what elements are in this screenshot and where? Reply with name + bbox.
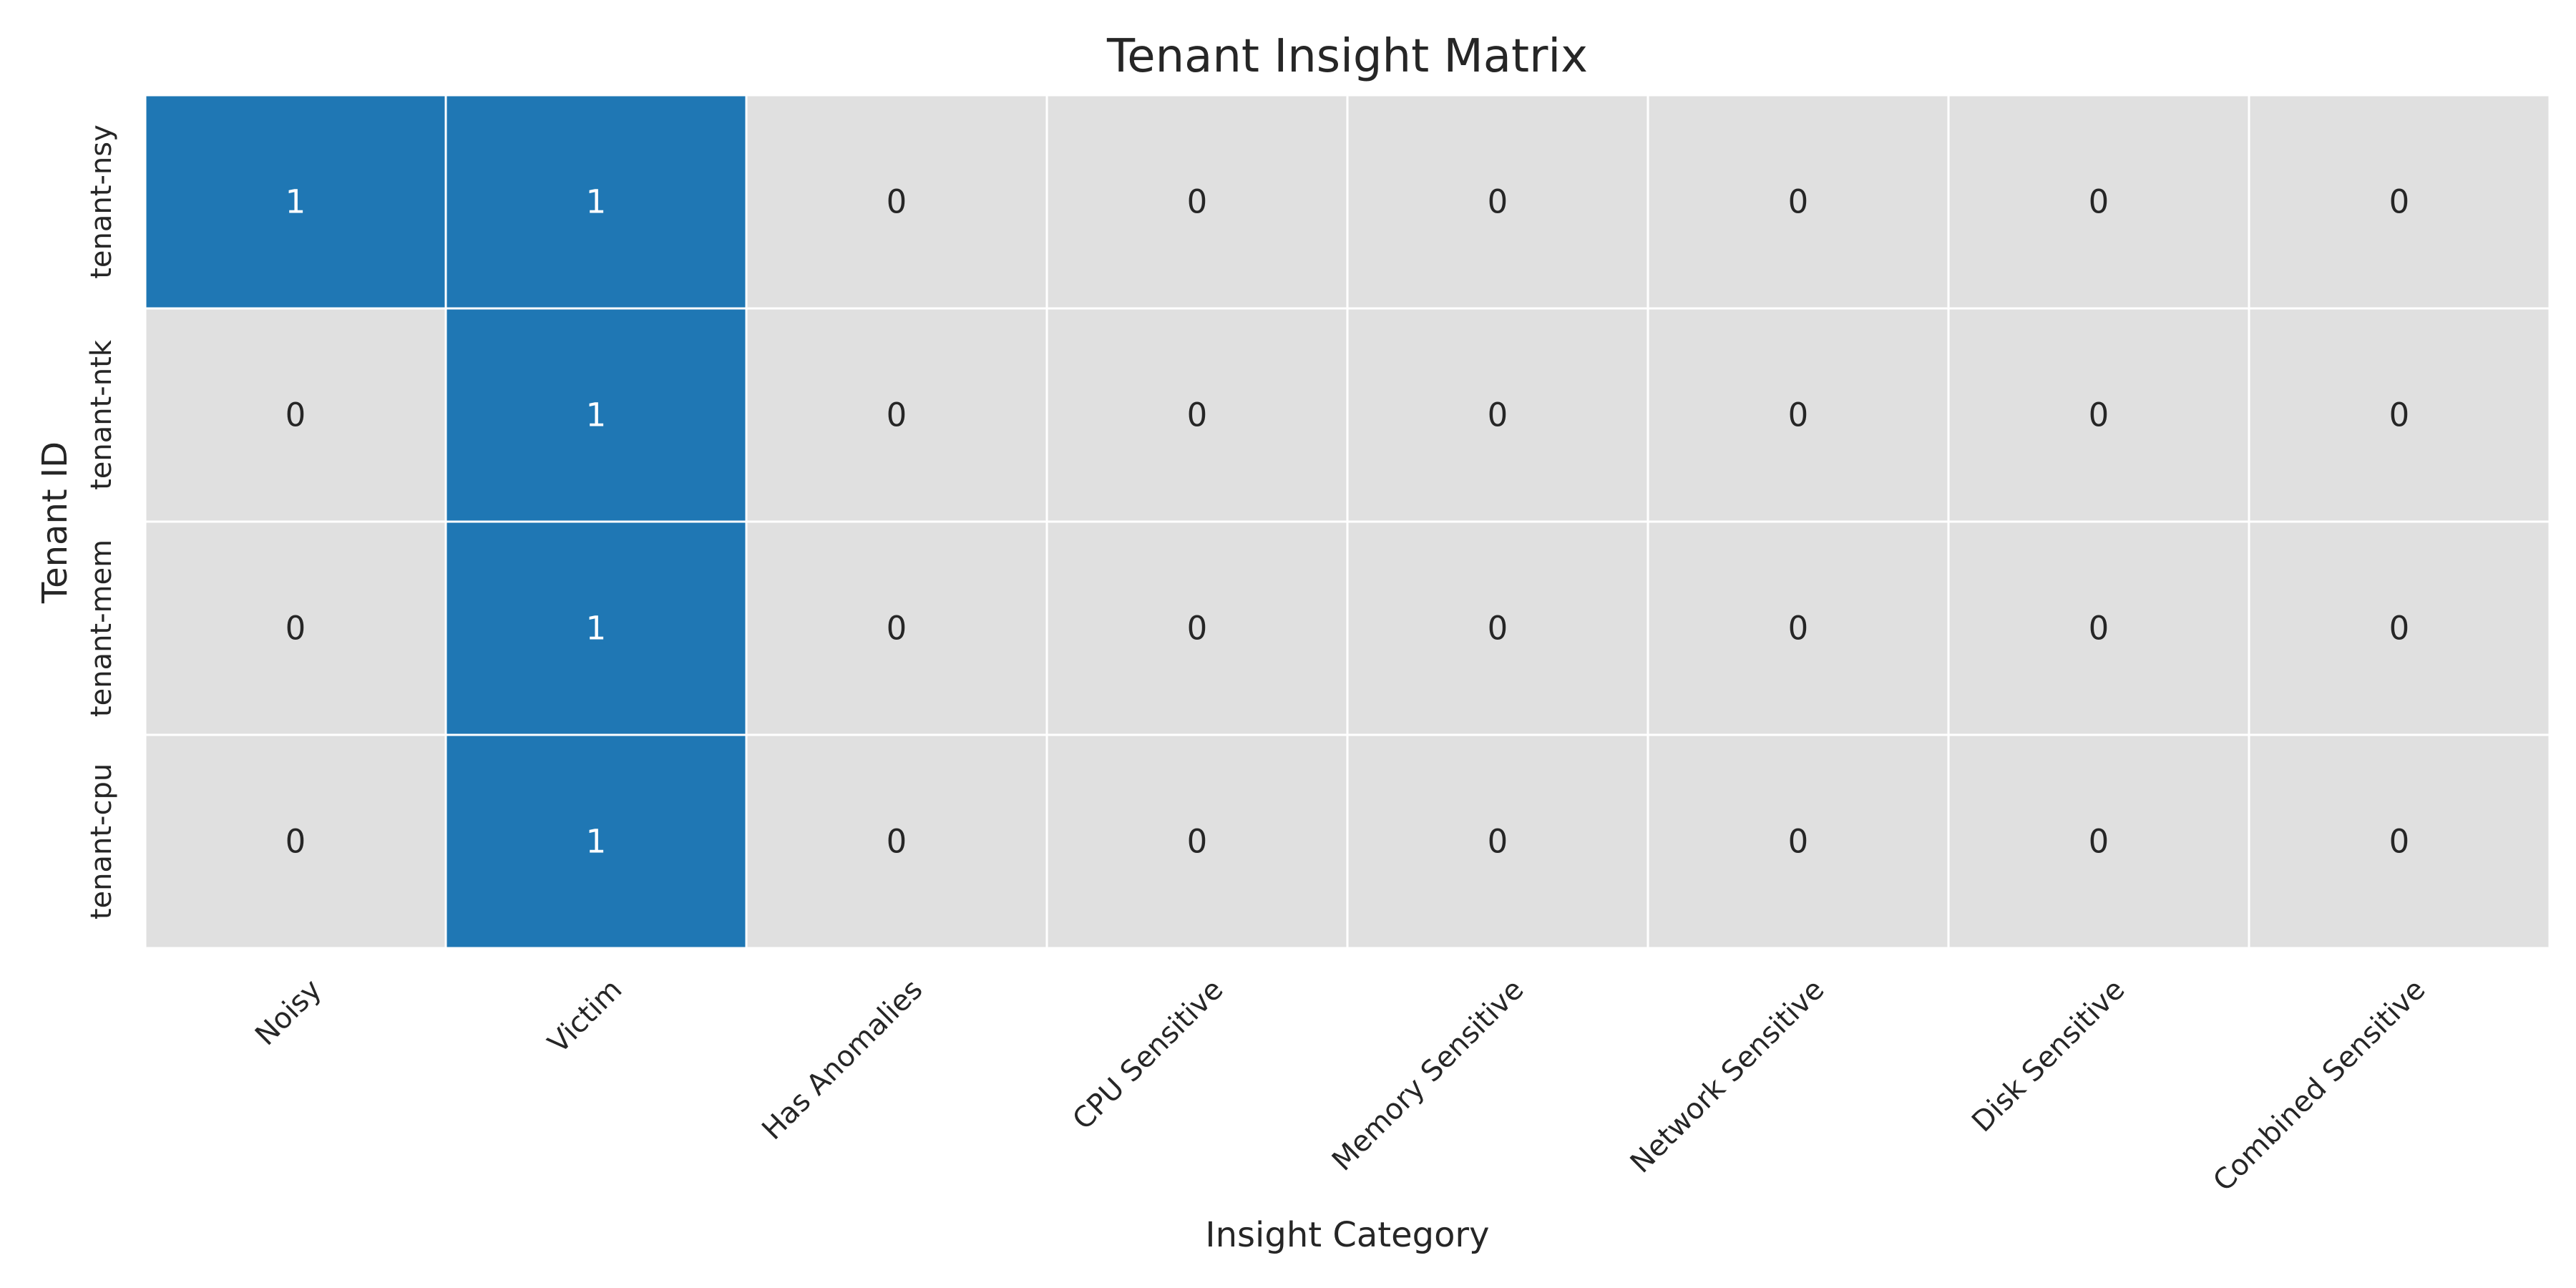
cell-value-label: 1 xyxy=(586,396,607,434)
cell-value-label: 1 xyxy=(586,823,607,861)
heatmap-cell-tenant-mem-network-sensitive xyxy=(1646,520,1950,736)
heatmap-cell-tenant-cpu-noisy xyxy=(144,733,447,950)
cell-value-label: 0 xyxy=(887,396,907,434)
cell-value-label: 0 xyxy=(1488,396,1508,434)
cell-value-label: 0 xyxy=(1187,396,1208,434)
x-tick-label: CPU Sensitive xyxy=(1066,973,1229,1136)
heatmap-cell-tenant-mem-cpu-sensitive xyxy=(1045,520,1349,736)
y-tick-label: tenant-cpu xyxy=(85,763,118,919)
cell-value-label: 0 xyxy=(887,610,907,648)
y-tick-label: tenant-mem xyxy=(85,540,118,717)
heatmap-cell-tenant-cpu-has-anomalies xyxy=(745,733,1048,950)
heatmap-cell-tenant-cpu-disk-sensitive xyxy=(1947,733,2250,950)
cell-value-label: 0 xyxy=(1488,183,1508,221)
heatmap-cell-tenant-nsy-cpu-sensitive xyxy=(1045,94,1349,310)
cell-value-label: 0 xyxy=(1788,823,1809,861)
heatmap-cells xyxy=(144,94,2551,950)
heatmap-cell-tenant-nsy-memory-sensitive xyxy=(1346,94,1649,310)
cell-value-label: 0 xyxy=(1187,823,1208,861)
cell-value-label: 0 xyxy=(2089,823,2109,861)
x-tick-label: Noisy xyxy=(249,973,328,1052)
cell-value-label: 0 xyxy=(1788,183,1809,221)
cell-value-label: 0 xyxy=(1788,610,1809,648)
cell-value-label: 0 xyxy=(1187,610,1208,648)
x-tick-label: Victim xyxy=(542,973,628,1060)
heatmap-cell-tenant-nsy-combined-sensitive xyxy=(2248,94,2551,310)
y-axis-label: Tenant ID xyxy=(35,441,75,604)
cell-value-label: 0 xyxy=(2089,610,2109,648)
heatmap-cell-tenant-ntk-disk-sensitive xyxy=(1947,307,2250,523)
cell-value-label: 0 xyxy=(286,396,306,434)
heatmap-cell-tenant-ntk-cpu-sensitive xyxy=(1045,307,1349,523)
heatmap-cell-tenant-cpu-memory-sensitive xyxy=(1346,733,1649,950)
cell-value-label: 0 xyxy=(2389,396,2410,434)
heatmap-cell-tenant-mem-has-anomalies xyxy=(745,520,1048,736)
heatmap-cell-tenant-mem-disk-sensitive xyxy=(1947,520,2250,736)
heatmap-cell-labels: 1 1 0 0 0 0 0 0 0 1 0 0 0 0 0 0 0 1 0 0 0 0 0 0 0 1 0 0 0 0 0 0 xyxy=(286,183,2410,861)
y-tick-label: tenant-ntk xyxy=(85,339,118,490)
heatmap-cell-tenant-nsy-has-anomalies xyxy=(745,94,1048,310)
cell-value-label: 0 xyxy=(2089,396,2109,434)
x-tick-label: Network Sensitive xyxy=(1624,973,1831,1180)
cell-value-label: 0 xyxy=(2389,183,2410,221)
heatmap-cell-tenant-mem-noisy xyxy=(144,520,447,736)
cell-value-label: 0 xyxy=(887,823,907,861)
heatmap-cell-tenant-mem-combined-sensitive xyxy=(2248,520,2551,736)
heatmap-cell-tenant-nsy-noisy xyxy=(144,94,447,310)
y-tick-label: tenant-nsy xyxy=(85,125,118,279)
heatmap-cell-tenant-nsy-network-sensitive xyxy=(1646,94,1950,310)
cell-value-label: 1 xyxy=(586,610,607,648)
heatmap-cell-tenant-ntk-memory-sensitive xyxy=(1346,307,1649,523)
cell-value-label: 0 xyxy=(2389,823,2410,861)
x-axis-tick-labels: Noisy Victim Has Anomalies CPU Sensitive Mem… xyxy=(249,973,2431,1198)
heatmap-cell-tenant-cpu-combined-sensitive xyxy=(2248,733,2551,950)
cell-value-label: 1 xyxy=(586,183,607,221)
heatmap-cell-tenant-nsy-victim xyxy=(444,94,748,310)
heatmap-cell-tenant-ntk-network-sensitive xyxy=(1646,307,1950,523)
cell-value-label: 0 xyxy=(887,183,907,221)
cell-value-label: 0 xyxy=(286,610,306,648)
heatmap-cell-tenant-ntk-combined-sensitive xyxy=(2248,307,2551,523)
heatmap-cell-tenant-ntk-victim xyxy=(444,307,748,523)
cell-value-label: 0 xyxy=(2389,610,2410,648)
heatmap-cell-tenant-mem-victim xyxy=(444,520,748,736)
cell-value-label: 0 xyxy=(1187,183,1208,221)
cell-value-label: 0 xyxy=(1488,823,1508,861)
y-axis-tick-labels: tenant-nsy tenant-ntk tenant-mem tenant-cpu xyxy=(85,125,118,919)
x-axis-label: Insight Category xyxy=(1205,1215,1489,1255)
x-tick-label: Combined Sensitive xyxy=(2207,973,2431,1198)
x-tick-label: Has Anomalies xyxy=(756,973,929,1146)
cell-value-label: 0 xyxy=(2089,183,2109,221)
x-tick-label: Disk Sensitive xyxy=(1966,973,2131,1138)
cell-value-label: 0 xyxy=(286,823,306,861)
chart-title: Tenant Insight Matrix xyxy=(1106,30,1588,83)
heatmap-cell-tenant-cpu-cpu-sensitive xyxy=(1045,733,1349,950)
heatmap-cell-tenant-mem-memory-sensitive xyxy=(1346,520,1649,736)
cell-value-label: 0 xyxy=(1788,396,1809,434)
cell-value-label: 1 xyxy=(286,183,306,221)
cell-value-label: 0 xyxy=(1488,610,1508,648)
x-tick-label: Memory Sensitive xyxy=(1326,973,1531,1178)
